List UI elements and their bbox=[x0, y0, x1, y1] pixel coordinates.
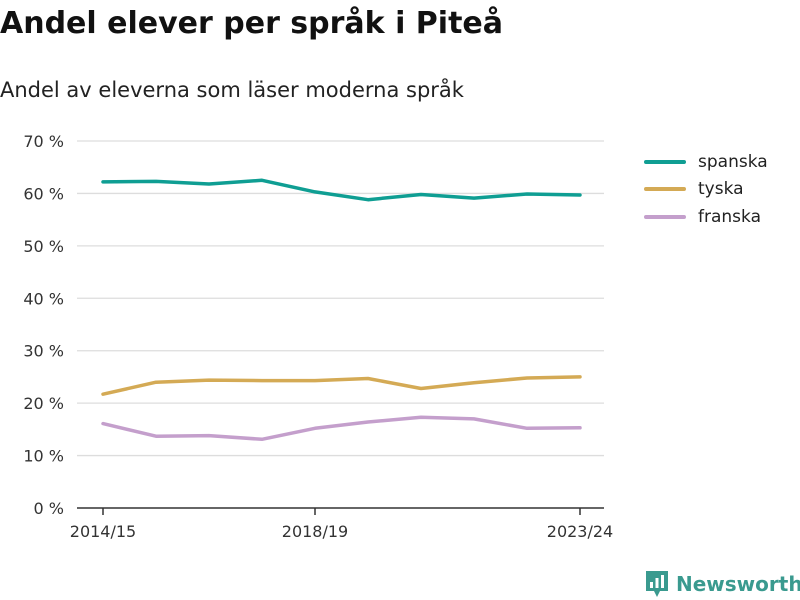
legend-item-tyska[interactable]: tyska bbox=[644, 176, 768, 204]
legend-label-tyska: tyska bbox=[698, 179, 744, 200]
gridlines bbox=[77, 140, 604, 457]
y-tick-label: 30 % bbox=[23, 342, 64, 361]
chart-subtitle: Andel av eleverna som läser moderna språ… bbox=[0, 78, 464, 102]
y-tick-label: 10 % bbox=[23, 447, 64, 466]
legend-swatch-franska bbox=[644, 214, 686, 219]
legend-swatch-tyska bbox=[644, 187, 686, 192]
x-tick-label: 2018/19 bbox=[282, 522, 348, 541]
series-lines bbox=[101, 178, 582, 442]
y-tick-label: 60 % bbox=[23, 184, 64, 203]
legend: spanska tyska franska bbox=[644, 148, 768, 231]
y-tick-label: 0 % bbox=[34, 499, 64, 518]
x-axis-ticks: 2014/15 2018/19 2023/24 bbox=[70, 508, 613, 541]
x-tick-label: 2014/15 bbox=[70, 522, 136, 541]
legend-swatch-spanska bbox=[644, 159, 686, 164]
brand-logo[interactable]: Newsworthy bbox=[644, 569, 800, 599]
y-axis-ticks: 0 % 10 % 20 % 30 % 40 % 50 % 60 % 70 % bbox=[23, 132, 64, 518]
newsworthy-logo-icon bbox=[646, 571, 668, 597]
legend-label-franska: franska bbox=[698, 206, 761, 227]
y-tick-label: 40 % bbox=[23, 289, 64, 308]
brand-name: Newsworthy bbox=[676, 572, 800, 596]
series-line-spanska bbox=[101, 178, 582, 202]
y-tick-label: 70 % bbox=[23, 132, 64, 151]
chart-title: Andel elever per språk i Piteå bbox=[0, 6, 503, 41]
legend-item-franska[interactable]: franska bbox=[644, 203, 768, 231]
x-tick-label: 2023/24 bbox=[547, 522, 613, 541]
y-tick-label: 50 % bbox=[23, 237, 64, 256]
y-tick-label: 20 % bbox=[23, 394, 64, 413]
legend-label-spanska: spanska bbox=[698, 151, 768, 172]
series-line-tyska bbox=[101, 375, 582, 396]
series-line-franska bbox=[101, 415, 582, 442]
legend-item-spanska[interactable]: spanska bbox=[644, 148, 768, 176]
